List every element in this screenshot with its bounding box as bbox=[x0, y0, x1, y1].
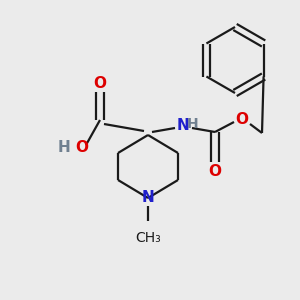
Text: N: N bbox=[142, 190, 154, 206]
Text: O: O bbox=[236, 112, 248, 128]
Text: H: H bbox=[58, 140, 70, 155]
Text: CH₃: CH₃ bbox=[135, 231, 161, 245]
Text: N: N bbox=[177, 118, 189, 133]
Text: O: O bbox=[76, 140, 88, 155]
Text: O: O bbox=[94, 76, 106, 91]
Text: O: O bbox=[208, 164, 221, 178]
Text: H: H bbox=[187, 117, 199, 131]
